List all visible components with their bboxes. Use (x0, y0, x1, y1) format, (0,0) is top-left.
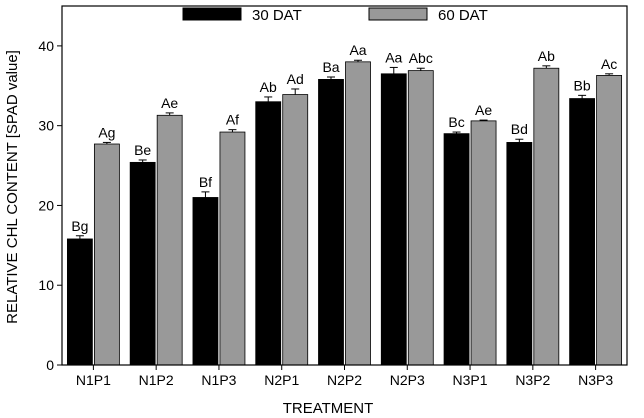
x-tick-label-n1p2: N1P2 (139, 372, 174, 388)
x-tick-label-n3p2: N3P2 (515, 372, 550, 388)
x-tick-label-n1p1: N1P1 (76, 372, 111, 388)
y-tick-label-40: 40 (38, 38, 54, 54)
bar-30-dat-n3p2 (506, 142, 533, 366)
y-tick-label-20: 20 (38, 197, 54, 213)
bar-30-dat-n1p1 (66, 238, 93, 366)
y-tick-label-30: 30 (38, 118, 54, 134)
bar-60-dat-n1p2 (156, 114, 183, 366)
bar-30-dat-n2p3 (380, 73, 407, 366)
legend-swatch-30-dat (182, 7, 242, 21)
data-label-60-dat-n3p3: Ac (601, 56, 617, 72)
legend-label-30-dat: 30 DAT (252, 7, 302, 24)
x-tick-label-n2p3: N2P3 (390, 372, 425, 388)
x-tick-label-n2p2: N2P2 (327, 372, 362, 388)
legend-swatch-60-dat (368, 7, 428, 21)
bar-60-dat-n1p1 (93, 143, 120, 366)
y-tick-label-0: 0 (46, 357, 54, 373)
data-label-60-dat-n2p1: Ad (287, 71, 304, 87)
data-label-60-dat-n3p2: Ab (538, 48, 555, 64)
legend: 30 DAT 60 DAT (182, 7, 488, 24)
data-label-60-dat-n2p2: Aa (349, 42, 366, 58)
data-label-30-dat-n2p3: Aa (385, 49, 402, 65)
y-tick-label-10: 10 (38, 277, 54, 293)
bar-60-dat-n3p2 (533, 67, 560, 366)
data-label-30-dat-n3p1: Bc (448, 114, 464, 130)
data-label-60-dat-n2p3: Abc (409, 50, 433, 66)
data-label-60-dat-n1p1: Ag (98, 124, 115, 140)
data-label-60-dat-n3p1: Ae (475, 102, 492, 118)
data-label-30-dat-n2p2: Ba (322, 59, 339, 75)
data-label-30-dat-n3p3: Bb (574, 77, 591, 93)
plot-frame (61, 5, 628, 366)
data-label-60-dat-n1p2: Ae (161, 95, 178, 111)
bar-30-dat-n2p1 (255, 101, 282, 366)
bar-30-dat-n3p3 (569, 98, 596, 366)
bar-30-dat-n3p1 (443, 133, 470, 366)
bar-60-dat-n2p3 (407, 70, 434, 366)
bar-60-dat-n2p2 (345, 61, 371, 366)
bar-60-dat-n3p3 (596, 75, 623, 366)
bar-60-dat-n3p1 (470, 120, 497, 366)
data-label-30-dat-n1p2: Be (134, 142, 151, 158)
data-label-30-dat-n1p1: Bg (71, 218, 88, 234)
legend-label-60-dat: 60 DAT (438, 7, 488, 24)
y-axis-title: RELATIVE CHL CONTENT [SPAD value] (4, 50, 21, 324)
bar-30-dat-n1p2 (129, 161, 156, 366)
bar-30-dat-n1p3 (192, 197, 219, 366)
bar-60-dat-n2p1 (282, 94, 309, 366)
bar-60-dat-n1p3 (219, 131, 246, 366)
plot-area: 0 10 20 30 40 N1P1 Bg Ag N1P2 Be Ae N1P3 Bf Af N2P1 Ab A… (38, 38, 623, 388)
data-label-30-dat-n1p3: Bf (199, 174, 212, 190)
x-tick-label-n3p1: N3P1 (453, 372, 488, 388)
x-axis-title: TREATMENT (283, 400, 374, 417)
x-tick-label-n2p1: N2P1 (264, 372, 299, 388)
x-tick-label-n1p3: N1P3 (201, 372, 236, 388)
data-label-30-dat-n2p1: Ab (260, 79, 277, 95)
data-label-30-dat-n3p2: Bd (511, 121, 528, 137)
data-label-60-dat-n1p3: Af (226, 112, 239, 128)
x-tick-label-n3p3: N3P3 (578, 372, 613, 388)
bar-30-dat-n2p2 (318, 78, 344, 366)
